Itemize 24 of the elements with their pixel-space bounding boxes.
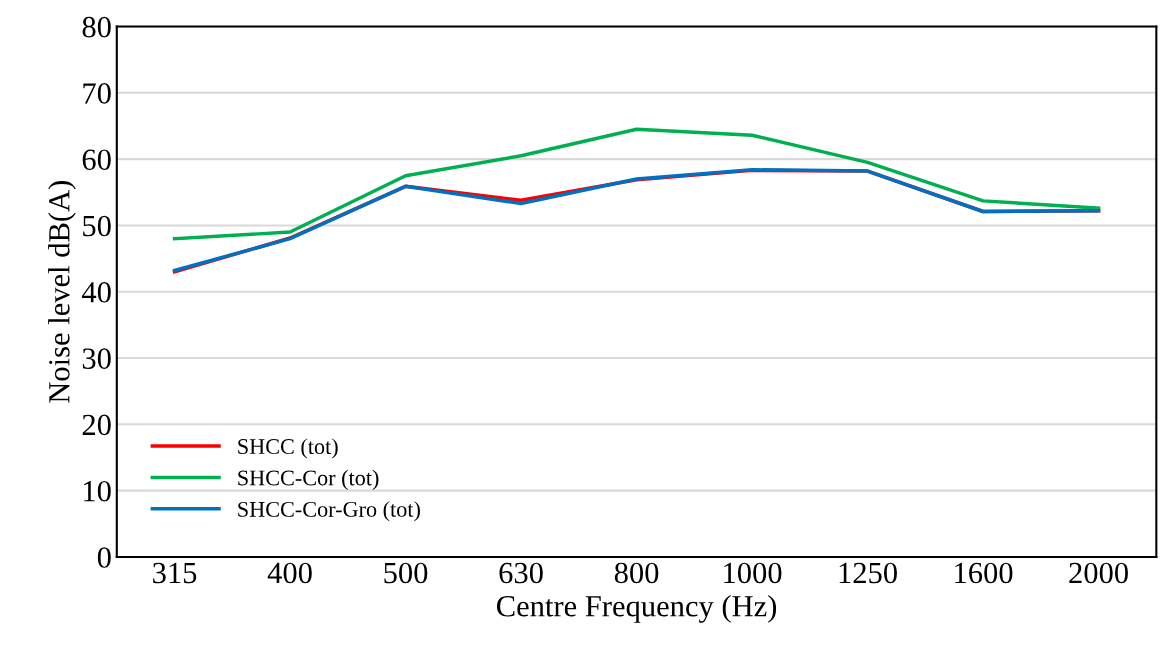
y-tick-label: 10 xyxy=(84,480,111,502)
x-tick-label: 800 xyxy=(614,562,659,584)
y-axis-title: Noise level dB(A) xyxy=(48,181,76,403)
x-tick-label: 315 xyxy=(153,562,197,584)
y-tick-label: 20 xyxy=(82,414,111,436)
x-tick-label: 1250 xyxy=(839,562,897,584)
y-tick-label: 0 xyxy=(97,547,111,568)
legend-label: SHCC (tot) xyxy=(238,438,338,459)
y-tick-label: 60 xyxy=(82,149,111,171)
x-tick-label: 630 xyxy=(499,562,543,584)
y-tick-label: 50 xyxy=(83,215,111,237)
y-tick-label: 30 xyxy=(82,348,111,369)
x-tick-label: 400 xyxy=(267,562,312,584)
x-tick-label: 1000 xyxy=(724,562,782,584)
y-tick-label: 70 xyxy=(83,83,111,104)
y-tick-label: 40 xyxy=(81,282,111,303)
legend-label: SHCC-Cor-Gro (tot) xyxy=(238,501,420,522)
x-tick-label: 1600 xyxy=(955,562,1013,584)
line-series xyxy=(172,127,1101,241)
x-tick-label: 500 xyxy=(384,562,428,584)
y-tick-label: 80 xyxy=(82,16,111,38)
x-axis-title: Centre Frequency (Hz) xyxy=(496,595,777,623)
x-tick-label: 2000 xyxy=(1069,562,1128,584)
legend-label: SHCC-Cor (tot) xyxy=(238,469,379,490)
